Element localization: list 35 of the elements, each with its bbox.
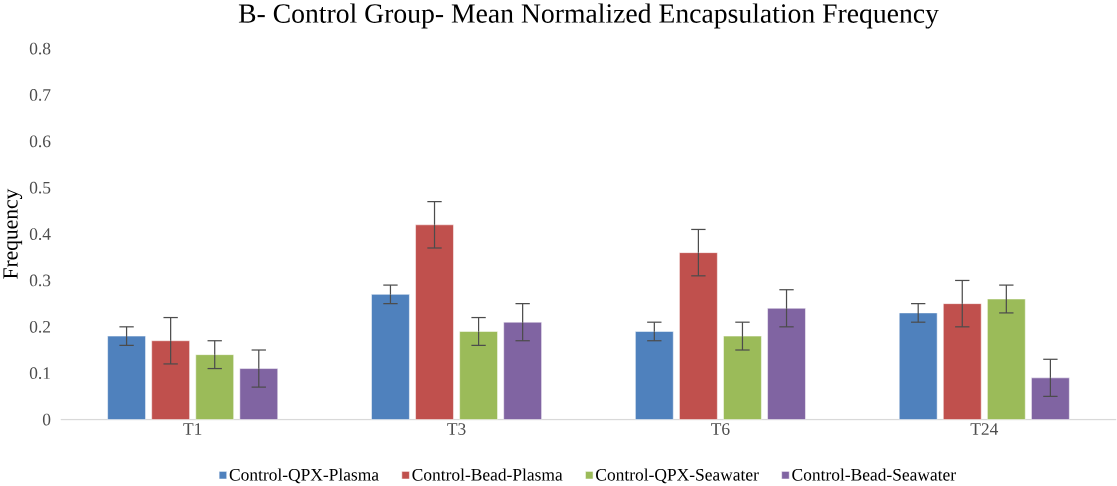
y-axis-title: Frequency: [3, 188, 23, 279]
bar: [371, 294, 410, 420]
bar: [943, 303, 982, 420]
y-tick-label: 0.2: [29, 320, 51, 333]
bar: [679, 252, 718, 420]
y-tick-label: 0.1: [29, 367, 50, 380]
bar: [239, 368, 278, 420]
y-tick-label: 0.3: [29, 274, 51, 287]
y-tick-label: 0.8: [29, 42, 51, 55]
y-tick-label: 0.4: [29, 228, 51, 240]
bar: [1031, 377, 1070, 420]
chart-title: B- Control Group- Mean Normalized Encapsulation Frequency: [238, 3, 939, 29]
bar: [503, 321, 542, 420]
bar: [415, 224, 454, 420]
bar: [987, 298, 1026, 420]
legend-label: Control-QPX-Seawater: [596, 468, 759, 484]
bar: [635, 331, 674, 420]
legend-label: Control-QPX-Plasma: [229, 468, 379, 484]
bar: [898, 312, 938, 420]
bar: [723, 335, 762, 420]
bar: [459, 331, 498, 420]
y-tick-label: 0.7: [29, 89, 51, 101]
y-tick-label: 0.6: [29, 135, 51, 148]
legend-label: Control-Bead-Plasma: [412, 468, 563, 481]
y-tick-label: 0: [42, 413, 51, 426]
x-tick-label: T24: [970, 423, 999, 435]
bar: [151, 340, 190, 420]
legend-label: Control-Bead-Seawater: [792, 468, 956, 481]
y-tick-label: 0.5: [29, 181, 51, 194]
bar: [107, 335, 146, 420]
bar: [195, 354, 234, 420]
x-tick-label: T1: [183, 423, 202, 435]
bar: [767, 307, 806, 420]
x-tick-label: T6: [711, 423, 730, 435]
x-tick-label: T3: [447, 423, 466, 435]
